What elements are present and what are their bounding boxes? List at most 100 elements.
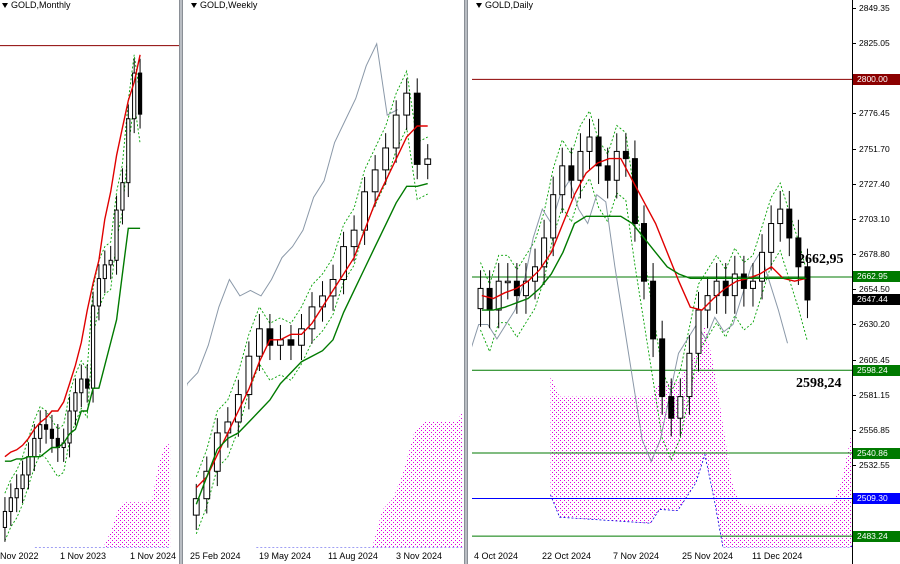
price-tick-label-0: 2849.35	[859, 3, 890, 14]
daily-xlabel-2: 7 Nov 2024	[613, 551, 660, 561]
candle-body	[213, 432, 221, 472]
monthly-xlabel-1: 1 Nov 2023	[60, 551, 107, 561]
price-tick	[853, 184, 856, 185]
candle-body	[740, 273, 747, 289]
candle-body	[67, 410, 72, 444]
candle-body	[114, 209, 119, 261]
candle-body	[245, 355, 253, 396]
price-tick	[853, 465, 856, 466]
candle-body	[749, 280, 756, 289]
price-tick	[853, 113, 856, 115]
envelope-upper-line	[480, 109, 808, 394]
red-line	[195, 125, 428, 489]
weekly-xlabel-2: 11 Aug 2024	[328, 551, 378, 561]
price-tick	[853, 289, 856, 291]
candle-body	[604, 165, 611, 181]
price-tick-label-7: 2678.80	[859, 249, 890, 260]
candle-body	[382, 147, 390, 171]
monthly-xlabel-0: Nov 2022	[0, 551, 39, 561]
dropdown-triangle-icon[interactable]	[476, 2, 482, 8]
candle-body	[668, 396, 675, 419]
panel-separator[interactable]	[464, 0, 468, 564]
candle-body	[255, 328, 263, 357]
monthly-title: GOLD,Monthly	[2, 0, 71, 10]
candle-body	[795, 237, 802, 268]
annotation-lower: 2598,24	[796, 376, 842, 391]
lagging-line	[472, 179, 788, 463]
candle-body	[8, 497, 13, 512]
price-axis[interactable]: 2849.35 2825.05 2800.00 2776.45 2751.70 2727.…	[852, 0, 900, 564]
candle-body	[486, 287, 493, 311]
candle-body	[234, 394, 242, 423]
candle-body	[613, 150, 620, 181]
price-tick-label-3: 2776.45	[859, 108, 890, 119]
envelope-upper-line	[4, 54, 141, 494]
candle-body	[340, 246, 347, 280]
candle-body	[586, 136, 593, 152]
monthly-panel: GOLD,Monthly	[0, 0, 179, 548]
candle-body	[371, 169, 379, 193]
candle-body	[595, 136, 602, 167]
candle-body	[559, 165, 566, 196]
price-tick-label-5: 2727.40	[859, 179, 890, 189]
candle-body	[786, 208, 793, 239]
candle-body	[49, 428, 55, 439]
candle-body	[659, 338, 666, 398]
dropdown-triangle-icon[interactable]	[191, 2, 197, 8]
daily-title-text: GOLD,Daily	[485, 0, 534, 10]
dropdown-triangle-icon[interactable]	[2, 2, 8, 8]
candle-body	[38, 424, 43, 439]
price-tick-label-9: 2654.50	[859, 284, 890, 295]
envelope-upper-line	[195, 69, 428, 477]
weekly-panel: GOLD,Weekly	[187, 0, 463, 548]
candle-body	[120, 182, 125, 211]
lagging-line	[187, 42, 398, 387]
candle-body	[777, 208, 784, 225]
ichimoku-cloud	[256, 411, 463, 548]
green-line	[195, 182, 428, 505]
level-price-box-16: 2540.86	[853, 447, 900, 459]
last-price-box: 2647.44	[853, 293, 900, 305]
monthly-xlabel-2: 1 Nov 2024	[130, 551, 177, 561]
weekly-xaxis: 25 Feb 2024 19 May 2024 11 Aug 2024 3 No…	[187, 548, 463, 564]
candle-body	[541, 237, 548, 268]
level-price-box-19: 2483.24	[853, 530, 900, 542]
ichimoku-cloud	[550, 324, 852, 548]
candle-body	[392, 114, 400, 149]
price-tick	[853, 359, 856, 361]
candle-body	[577, 150, 584, 181]
candle-body	[329, 278, 337, 297]
candle-body	[768, 223, 775, 253]
panel-separator[interactable]	[179, 0, 183, 564]
candle-body	[550, 194, 557, 239]
daily-chart	[472, 78, 852, 548]
candle-body	[79, 378, 84, 394]
price-tick-label-1: 2825.05	[859, 38, 890, 49]
weekly-title: GOLD,Weekly	[191, 0, 257, 10]
candle-body	[641, 223, 647, 282]
weekly-xlabel-0: 25 Feb 2024	[190, 551, 241, 561]
candle-body	[695, 309, 702, 354]
red-line	[481, 157, 807, 311]
green-line	[481, 215, 807, 311]
price-tick-label-15: 2556.85	[859, 424, 890, 435]
weekly-xlabel-1: 19 May 2024	[259, 551, 312, 561]
price-tick	[853, 148, 856, 150]
candle-body	[102, 264, 107, 280]
red-line	[4, 54, 141, 458]
candle-body	[759, 251, 766, 282]
candle-body	[32, 437, 37, 458]
daily-panel: GOLD,Daily 2662,95 2598,24	[472, 0, 852, 548]
candle-body	[650, 280, 657, 340]
candle-body	[298, 328, 305, 346]
level-price-box-13: 2598.24	[853, 364, 900, 376]
candle-body	[287, 339, 295, 346]
monthly-xaxis: Nov 2022 1 Nov 2023 1 Nov 2024	[0, 548, 179, 564]
candle-body	[424, 158, 432, 165]
price-tick-label-4: 2751.70	[859, 143, 890, 154]
candle-body	[568, 165, 575, 181]
weekly-title-text: GOLD,Weekly	[200, 0, 258, 10]
daily-xlabel-1: 22 Oct 2024	[542, 551, 592, 561]
candle-body	[85, 378, 90, 389]
candle-body	[137, 72, 143, 115]
